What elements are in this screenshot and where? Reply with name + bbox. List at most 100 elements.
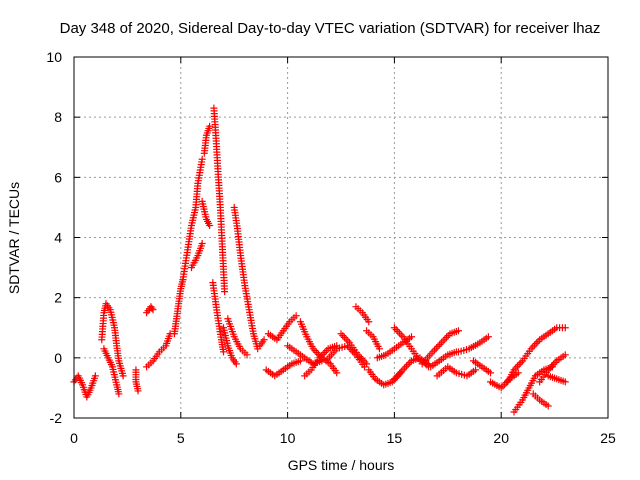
y-tick-label: 4 xyxy=(54,230,62,246)
y-tick-label: 6 xyxy=(54,169,62,185)
data-point-marker xyxy=(333,369,341,377)
series-arc-14 xyxy=(220,324,240,368)
y-axis-label: SDTVAR / TECUs xyxy=(6,182,22,294)
data-point-marker xyxy=(437,339,445,347)
data-point-marker xyxy=(561,351,569,359)
data-point-marker xyxy=(544,402,552,410)
series-arc-30 xyxy=(390,354,433,383)
data-point-marker xyxy=(198,155,206,163)
series-arc-29 xyxy=(390,324,433,368)
data-points xyxy=(70,104,569,416)
data-point-marker xyxy=(206,221,214,229)
data-point-marker xyxy=(148,304,156,312)
series-arc-3 xyxy=(100,345,123,398)
data-point-marker xyxy=(344,337,352,345)
data-point-marker xyxy=(514,369,522,377)
series-arc-18 xyxy=(262,357,304,380)
data-point-marker xyxy=(292,312,300,320)
data-point-marker xyxy=(499,382,507,390)
data-point-marker xyxy=(375,345,383,353)
data-point-marker xyxy=(402,362,410,370)
data-point-marker xyxy=(296,357,304,365)
y-axis-ticks: -2 0 2 4 6 8 10 xyxy=(46,49,608,426)
data-point-marker xyxy=(91,372,99,380)
y-tick-label: 10 xyxy=(46,49,62,65)
series-arc-24 xyxy=(337,330,371,368)
data-point-marker xyxy=(484,333,492,341)
series-arc-8 xyxy=(179,155,206,284)
data-point-marker xyxy=(337,330,345,338)
data-point-marker xyxy=(517,359,525,367)
data-point-marker xyxy=(392,326,400,334)
data-point-marker xyxy=(339,332,347,340)
data-point-marker xyxy=(529,343,537,351)
data-point-marker xyxy=(396,329,404,337)
series-arc-15 xyxy=(230,203,262,353)
x-axis-label: GPS time / hours xyxy=(288,457,395,473)
data-point-marker xyxy=(561,324,569,332)
series-arc-11 xyxy=(198,197,214,229)
data-point-marker xyxy=(198,240,206,248)
data-point-marker xyxy=(561,378,569,386)
series-arc-19 xyxy=(264,312,300,344)
data-point-marker xyxy=(394,327,402,335)
chart-title: Day 348 of 2020, Sidereal Day-to-day VTE… xyxy=(60,20,601,37)
series-arc-2 xyxy=(98,300,127,380)
data-point-marker xyxy=(431,346,439,354)
x-tick-label: 5 xyxy=(177,430,185,446)
series-arc-13 xyxy=(209,279,228,356)
series-arc-40 xyxy=(536,351,569,386)
data-point-marker xyxy=(340,333,348,341)
data-point-marker xyxy=(397,331,405,339)
series-arc-34 xyxy=(454,333,492,356)
data-point-marker xyxy=(439,337,447,345)
series-arc-16 xyxy=(224,315,251,359)
data-point-marker xyxy=(532,339,540,347)
series-arc-37 xyxy=(504,324,569,386)
data-point-marker xyxy=(363,360,371,368)
series-arc-41 xyxy=(544,372,569,386)
grid-lines xyxy=(74,57,608,418)
series-arc-26 xyxy=(363,327,383,353)
data-point-marker xyxy=(221,288,229,296)
series-arc-25 xyxy=(352,303,373,326)
y-tick-label: 2 xyxy=(54,290,62,306)
data-point-marker xyxy=(404,360,412,368)
data-point-marker xyxy=(487,369,495,377)
series-arc-9 xyxy=(200,122,214,157)
data-point-marker xyxy=(342,335,350,343)
data-point-marker xyxy=(365,318,373,326)
series-arc-5 xyxy=(143,303,157,317)
series-arc-7 xyxy=(170,276,187,338)
x-tick-label: 25 xyxy=(600,430,616,446)
y-tick-label: 8 xyxy=(54,109,62,125)
data-point-marker xyxy=(390,324,398,332)
data-point-marker xyxy=(531,341,539,349)
y-tick-label: 0 xyxy=(54,350,62,366)
data-point-marker xyxy=(119,372,127,380)
x-tick-label: 10 xyxy=(280,430,296,446)
x-tick-label: 0 xyxy=(70,430,78,446)
data-point-marker xyxy=(441,335,449,343)
data-point-marker xyxy=(534,338,542,346)
data-point-marker xyxy=(434,342,442,350)
series-arc-38 xyxy=(510,363,556,416)
series-arc-33 xyxy=(433,363,480,380)
series-arc-1 xyxy=(70,372,99,401)
data-point-marker xyxy=(401,364,409,372)
data-point-marker xyxy=(220,348,228,356)
series-arc-12 xyxy=(210,104,229,296)
series-arc-31 xyxy=(418,327,462,368)
data-point-marker xyxy=(149,306,157,314)
x-tick-label: 20 xyxy=(493,430,509,446)
series-arc-17 xyxy=(256,336,268,350)
data-point-marker xyxy=(454,327,462,335)
data-point-marker xyxy=(436,341,444,349)
x-tick-label: 15 xyxy=(387,430,403,446)
data-point-marker xyxy=(472,366,480,374)
series-arc-10 xyxy=(187,240,206,272)
data-point-marker xyxy=(407,333,415,341)
data-point-marker xyxy=(260,336,268,344)
data-point-marker xyxy=(134,387,142,395)
